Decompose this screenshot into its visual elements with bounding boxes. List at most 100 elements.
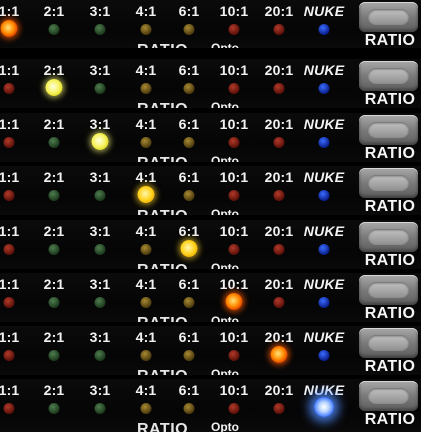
ratio-button[interactable]	[359, 115, 418, 145]
opto-label: Opto	[211, 420, 239, 432]
led-1-1[interactable]	[3, 350, 15, 361]
led-10-1[interactable]	[228, 190, 240, 201]
opto-label: Opto	[211, 367, 239, 377]
led-6-1[interactable]	[183, 350, 195, 361]
led-1-1-lit[interactable]	[0, 20, 18, 37]
led-1-1[interactable]	[3, 297, 15, 308]
ratio-label-6-1: 6:1	[178, 169, 200, 185]
led-1-1[interactable]	[3, 403, 15, 414]
led-1-1[interactable]	[3, 190, 15, 201]
led-2-1[interactable]	[48, 403, 60, 414]
led-20-1[interactable]	[273, 244, 285, 255]
led-3-1[interactable]	[94, 190, 106, 201]
ratio-label-4-1: 4:1	[135, 329, 157, 345]
led-10-1[interactable]	[228, 83, 240, 94]
led-10-1[interactable]	[228, 24, 240, 35]
led-4-1[interactable]	[140, 83, 152, 94]
led-6-1[interactable]	[183, 83, 195, 94]
led-4-1-lit[interactable]	[137, 186, 155, 203]
led-20-1[interactable]	[273, 403, 285, 414]
ratio-strip: 1:1 2:1 3:1 4:1 6:1 10:1 20:1 NUKE Opto RATIO RATI…	[0, 220, 421, 271]
ratio-label-10-1: 10:1	[219, 62, 249, 78]
ratio-button[interactable]	[359, 328, 418, 358]
ratio-label-nuke: NUKE	[303, 62, 345, 78]
led-20-1[interactable]	[273, 24, 285, 35]
ratio-label-3-1: 3:1	[89, 3, 111, 19]
led-2-1[interactable]	[48, 137, 60, 148]
ratio-button[interactable]	[359, 61, 418, 91]
led-6-1-lit[interactable]	[180, 240, 198, 257]
ratio-label-20-1: 20:1	[264, 3, 294, 19]
led-3-1[interactable]	[94, 297, 106, 308]
led-20-1-lit[interactable]	[270, 346, 288, 363]
led-nuke[interactable]	[318, 350, 330, 361]
led-2-1[interactable]	[48, 244, 60, 255]
ratio-label-10-1: 10:1	[219, 116, 249, 132]
led-4-1[interactable]	[140, 137, 152, 148]
ratio-label-2-1: 2:1	[43, 169, 65, 185]
led-1-1[interactable]	[3, 83, 15, 94]
led-nuke[interactable]	[318, 24, 330, 35]
led-10-1[interactable]	[228, 137, 240, 148]
ratio-strip: 1:1 2:1 3:1 4:1 6:1 10:1 20:1 NUKE Opto RATIO RATI…	[0, 113, 421, 164]
led-20-1[interactable]	[273, 83, 285, 94]
led-4-1[interactable]	[140, 350, 152, 361]
opto-label: Opto	[211, 207, 239, 217]
led-6-1[interactable]	[183, 403, 195, 414]
led-10-1[interactable]	[228, 350, 240, 361]
led-nuke[interactable]	[318, 83, 330, 94]
led-2-1-lit[interactable]	[45, 79, 63, 96]
led-nuke-lit[interactable]	[314, 397, 334, 417]
led-3-1-lit[interactable]	[91, 133, 109, 150]
ratio-label-nuke: NUKE	[303, 223, 345, 239]
led-2-1[interactable]	[48, 350, 60, 361]
ratio-label-3-1: 3:1	[89, 62, 111, 78]
ratio-label-10-1: 10:1	[219, 276, 249, 292]
ratio-strip: 1:1 2:1 3:1 4:1 6:1 10:1 20:1 NUKE Opto RATIO RATI…	[0, 326, 421, 377]
led-6-1[interactable]	[183, 297, 195, 308]
led-nuke[interactable]	[318, 297, 330, 308]
ratio-label-6-1: 6:1	[178, 3, 200, 19]
ratio-label-6-1: 6:1	[178, 116, 200, 132]
ratio-strip: 1:1 2:1 3:1 4:1 6:1 10:1 20:1 NUKE Opto RATIO RATI…	[0, 273, 421, 324]
led-6-1[interactable]	[183, 190, 195, 201]
led-6-1[interactable]	[183, 24, 195, 35]
led-2-1[interactable]	[48, 190, 60, 201]
led-4-1[interactable]	[140, 24, 152, 35]
led-3-1[interactable]	[94, 350, 106, 361]
led-20-1[interactable]	[273, 190, 285, 201]
ratio-button[interactable]	[359, 275, 418, 305]
led-3-1[interactable]	[94, 403, 106, 414]
led-4-1[interactable]	[140, 403, 152, 414]
led-2-1[interactable]	[48, 297, 60, 308]
ratio-label-2-1: 2:1	[43, 329, 65, 345]
ratio-button[interactable]	[359, 381, 418, 411]
led-10-1[interactable]	[228, 244, 240, 255]
led-6-1[interactable]	[183, 137, 195, 148]
led-nuke[interactable]	[318, 137, 330, 148]
led-4-1[interactable]	[140, 244, 152, 255]
ratio-button[interactable]	[359, 168, 418, 198]
ratio-label-20-1: 20:1	[264, 62, 294, 78]
led-3-1[interactable]	[94, 24, 106, 35]
led-4-1[interactable]	[140, 297, 152, 308]
led-1-1[interactable]	[3, 137, 15, 148]
ratio-label-nuke: NUKE	[303, 276, 345, 292]
led-2-1[interactable]	[48, 24, 60, 35]
led-20-1[interactable]	[273, 137, 285, 148]
led-1-1[interactable]	[3, 244, 15, 255]
section-ratio-label: RATIO	[137, 42, 188, 50]
led-3-1[interactable]	[94, 83, 106, 94]
ratio-button-label: RATIO	[364, 91, 416, 108]
led-nuke[interactable]	[318, 190, 330, 201]
ratio-label-10-1: 10:1	[219, 329, 249, 345]
led-nuke[interactable]	[318, 244, 330, 255]
ratio-button[interactable]	[359, 222, 418, 252]
led-10-1-lit[interactable]	[225, 293, 243, 310]
ratio-label-4-1: 4:1	[135, 223, 157, 239]
ratio-button[interactable]	[359, 2, 418, 32]
led-3-1[interactable]	[94, 244, 106, 255]
led-10-1[interactable]	[228, 403, 240, 414]
led-20-1[interactable]	[273, 297, 285, 308]
ratio-label-1-1: 1:1	[0, 382, 20, 398]
